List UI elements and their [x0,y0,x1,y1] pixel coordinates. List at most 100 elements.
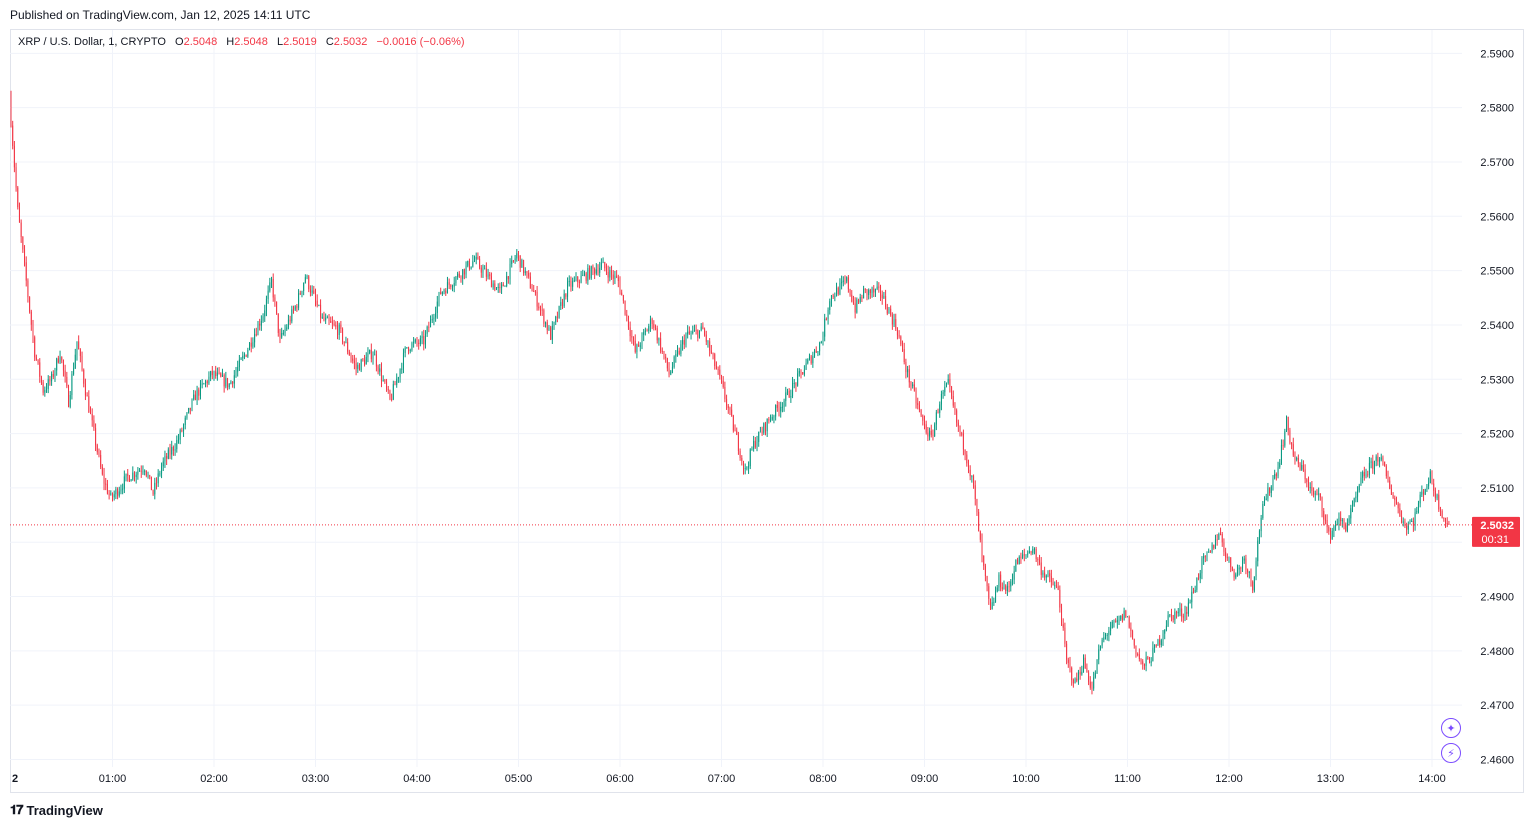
candle-body [397,377,399,379]
tradingview-brand[interactable]: 𝟏𝟕 TradingView [10,802,103,818]
candle-body [323,316,325,321]
candle-body [700,326,702,331]
candle-body [309,289,311,293]
candle-body [925,424,927,433]
candle-body [321,316,323,318]
candle-body [754,440,756,448]
candle-body [1363,472,1365,477]
candle-body [52,374,54,377]
candle-body [296,306,298,308]
candle-body [416,339,418,343]
candle-body [670,371,672,375]
candle-body [984,565,986,576]
candle-body [717,369,719,371]
candle-body [35,357,37,360]
candle-body [230,381,232,384]
candle-body [1296,457,1298,460]
candle-body [1003,585,1005,590]
candle-body [785,392,787,401]
candle-body [474,259,476,262]
candle-body [682,339,684,345]
candle-body [1387,476,1389,481]
candle-body [1013,571,1015,580]
candle-body [1147,657,1149,659]
candle-body [413,341,415,344]
candle-body [276,301,278,314]
candle-body [1431,471,1433,484]
candle-body [81,356,83,370]
candle-body [583,273,585,276]
candle-body [83,369,85,384]
candle-body [101,466,103,475]
candle-body [164,456,166,462]
symbol-title[interactable]: XRP / U.S. Dollar, 1, CRYPTO [18,36,166,48]
candle-body [629,327,631,337]
candle-body [1330,531,1331,539]
candle-body [721,375,722,381]
candle-body [18,207,20,223]
candle-body [306,276,308,278]
candle-body [358,364,360,371]
candle-body [1370,461,1372,463]
candle-body [501,284,503,289]
candle-body [216,372,218,376]
candle-body [1101,639,1103,646]
candle-body [211,371,213,375]
candle-body [1243,558,1245,561]
candle-body [599,267,601,273]
ai-sparkle-icon[interactable]: ✦ [1441,718,1461,738]
candle-body [1375,456,1377,461]
candle-body [1045,575,1047,578]
candle-body [910,382,912,387]
candle-body [1328,527,1330,532]
candle-body [1074,678,1076,684]
candle-body [776,405,778,408]
candle-body [841,281,843,284]
candle-body [594,268,596,274]
candle-body [29,297,31,312]
candle-body [1035,548,1037,560]
candle-body [803,369,805,375]
candle-body [1226,557,1228,559]
candle-body [1253,576,1255,591]
candle-body [49,379,51,382]
candle-body [627,316,629,328]
candle-body [1264,499,1266,504]
candle-body [79,349,81,357]
candle-body [1201,558,1203,574]
candle-body [342,328,344,342]
candle-body [382,380,384,382]
grid-lines [10,30,1462,767]
price-tick-label: 2.4600 [1480,755,1514,767]
candle-body [541,309,543,311]
candle-body [221,374,223,377]
candle-body [986,575,988,587]
candle-body [362,359,364,361]
candle-body [492,283,494,288]
candle-body [1242,560,1244,569]
candle-body [377,366,379,372]
candle-body [357,364,359,369]
candle-body [702,326,704,330]
candle-body [824,318,826,337]
candle-body [494,283,496,290]
candle-body [856,299,858,313]
candle-body [167,449,169,459]
candle-body [37,359,39,363]
candle-body [639,345,641,347]
candle-body [1127,616,1128,618]
candle-body [1179,608,1181,612]
candle-body [695,330,697,332]
candle-body [895,319,897,329]
candle-body [1214,539,1216,549]
candle-body [563,293,565,307]
candle-body [1302,464,1304,470]
candle-body [660,338,662,351]
candle-body [761,431,763,433]
lightning-icon[interactable]: ⚡ [1441,743,1461,763]
candle-body [179,430,181,440]
candle-body [1206,552,1208,557]
candle-body [1326,520,1328,528]
candle-body [445,290,447,294]
